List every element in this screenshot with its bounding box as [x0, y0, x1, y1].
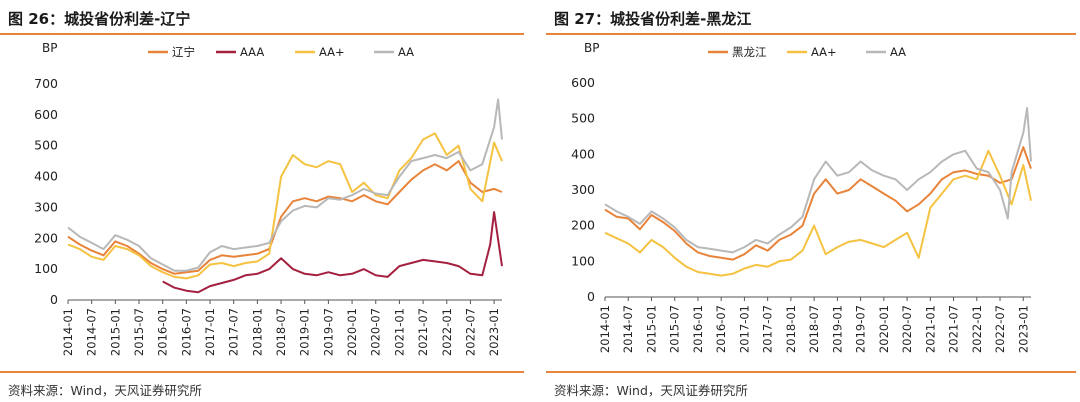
x-tick-label: 2016-01 [156, 308, 170, 356]
x-tick-label: 2022-07 [993, 305, 1007, 353]
source-rule [546, 371, 1076, 373]
y-tick-label: 0 [50, 292, 58, 307]
x-tick-label: 2016-07 [179, 308, 193, 356]
x-tick-label: 2019-01 [830, 305, 844, 353]
x-tick-label: 2015-07 [668, 305, 682, 353]
line-chart-liaoning: BP 辽宁 AAA AA+ AA 0 100 200 300 400 500 600 700 2014-0… [34, 41, 503, 356]
x-tick-label: 2021-07 [416, 308, 430, 356]
series-line [67, 132, 503, 280]
x-tick-label: 2021-01 [392, 308, 406, 356]
y-tick-label: 700 [34, 76, 58, 91]
y-tick-label: 100 [571, 253, 595, 268]
x-tick-label: 2014-01 [61, 308, 75, 356]
x-tick-label: 2016-01 [691, 305, 705, 353]
source-note: 资料来源：Wind，天风证券研究所 [8, 383, 202, 398]
y-axis-label: BP [42, 41, 57, 55]
line-chart-heilongjiang: BP 黑龙江 AA+ AA 0 100 200 300 400 500 600 2014-01 2014… [571, 41, 1032, 353]
x-tick-label: 2020-01 [345, 308, 359, 356]
series-line [604, 146, 1032, 261]
x-tick-label: 2017-07 [227, 308, 241, 356]
x-tick-label: 2023-01 [487, 308, 501, 356]
x-tick-label: 2018-07 [807, 305, 821, 353]
series-line [67, 160, 503, 275]
x-tick-label: 2023-01 [1016, 305, 1030, 353]
legend-label: AA+ [811, 45, 837, 59]
x-tick-label: 2020-07 [900, 305, 914, 353]
source-rule [0, 371, 524, 373]
series-line [604, 149, 1032, 277]
title-rule [0, 33, 524, 35]
x-tick-label: 2019-01 [298, 308, 312, 356]
y-tick-label: 600 [34, 107, 58, 122]
y-tick-label: 400 [34, 169, 58, 184]
x-tick-label: 2014-07 [621, 305, 635, 353]
x-tick-label: 2022-01 [970, 305, 984, 353]
x-tick-label: 2020-01 [877, 305, 891, 353]
x-tick-label: 2018-01 [250, 308, 264, 356]
y-axis-label: BP [584, 41, 599, 55]
x-tick-label: 2015-01 [108, 308, 122, 356]
y-tick-label: 100 [34, 261, 58, 276]
figure-panel-liaoning: 图 26：城投省份利差-辽宁 BP 辽宁 AAA AA+ AA 0 100 200 300 400… [0, 0, 528, 402]
x-tick-label: 2019-07 [854, 305, 868, 353]
series-line [162, 211, 503, 294]
x-tick-label: 2020-07 [369, 308, 383, 356]
y-tick-label: 500 [34, 138, 58, 153]
legend-label: 黑龙江 [732, 45, 767, 59]
x-tick-label: 2017-07 [761, 305, 775, 353]
y-tick-label: 600 [571, 75, 595, 90]
x-tick-label: 2014-01 [598, 305, 612, 353]
legend-label: AA [890, 45, 906, 59]
legend-label: AAA [240, 45, 264, 59]
x-tick-label: 2021-01 [923, 305, 937, 353]
x-tick-label: 2018-07 [274, 308, 288, 356]
x-tick-label: 2019-07 [321, 308, 335, 356]
x-tick-label: 2015-01 [644, 305, 658, 353]
y-tick-label: 0 [587, 289, 595, 304]
x-tick-label: 2014-07 [85, 308, 99, 356]
y-tick-label: 300 [571, 182, 595, 197]
title-rule [546, 33, 1076, 35]
legend-label: 辽宁 [172, 45, 195, 59]
source-note: 资料来源：Wind，天风证券研究所 [554, 383, 748, 398]
x-tick-label: 2015-07 [132, 308, 146, 356]
x-tick-label: 2017-01 [203, 308, 217, 356]
legend-label: AA [398, 45, 414, 59]
x-tick-label: 2016-07 [714, 305, 728, 353]
x-tick-label: 2022-01 [440, 308, 454, 356]
y-tick-label: 400 [571, 146, 595, 161]
y-tick-label: 200 [571, 218, 595, 233]
y-tick-label: 500 [571, 111, 595, 126]
x-tick-label: 2021-07 [947, 305, 961, 353]
x-tick-label: 2018-01 [784, 305, 798, 353]
figure-title: 图 26：城投省份利差-辽宁 [8, 10, 191, 28]
series-line [67, 98, 503, 272]
x-tick-label: 2017-01 [737, 305, 751, 353]
figure-title: 图 27：城投省份利差-黑龙江 [554, 10, 752, 28]
legend-label: AA+ [319, 45, 345, 59]
y-tick-label: 200 [34, 230, 58, 245]
figure-panel-heilongjiang: 图 27：城投省份利差-黑龙江 BP 黑龙江 AA+ AA 0 100 200 300 400 5… [546, 0, 1080, 402]
x-tick-label: 2022-07 [463, 308, 477, 356]
series-line [604, 107, 1032, 254]
y-tick-label: 300 [34, 199, 58, 214]
